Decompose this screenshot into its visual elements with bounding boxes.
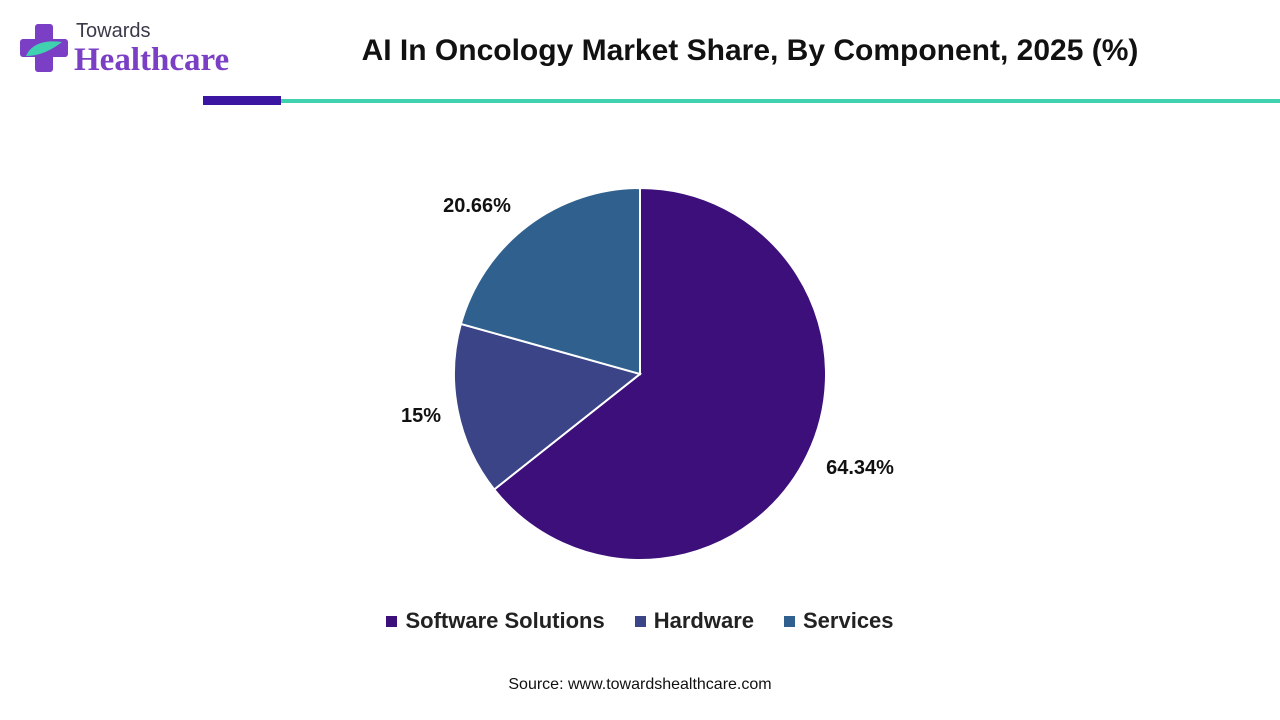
source-note: Source: www.towardshealthcare.com <box>508 676 772 693</box>
legend-item-hardware: Hardware <box>634 608 754 634</box>
legend-item-software-solutions: Software Solutions <box>386 608 605 634</box>
legend-swatch <box>784 615 795 627</box>
legend-label: Hardware <box>653 608 754 633</box>
pie-slice-hardware <box>453 322 643 491</box>
chart-title: AI In Oncology Market Share, By Componen… <box>361 34 1139 67</box>
pie-slice-services <box>459 186 641 376</box>
data-label-services: 20.66% <box>443 195 511 217</box>
logo: Towards Healthcare <box>18 18 248 88</box>
header-accent-bar <box>203 96 281 105</box>
pie-slice-software-solutions <box>492 186 827 561</box>
legend-label: Services <box>803 608 894 633</box>
legend-label: Software Solutions <box>405 608 605 633</box>
logo-text-healthcare: Healthcare <box>74 42 230 78</box>
legend-swatch <box>386 615 398 627</box>
legend: Software Solutions Hardware Services <box>0 608 1280 634</box>
data-label-software-solutions: 64.34% <box>826 457 894 479</box>
legend-item-services: Services <box>784 608 894 634</box>
medical-cross-icon <box>20 24 68 72</box>
header-divider-line <box>281 99 1280 103</box>
logo-text-towards: Towards <box>76 20 151 42</box>
pie-chart: 64.34% 15% 20.66% <box>401 186 894 561</box>
data-label-hardware: 15% <box>401 405 441 427</box>
legend-swatch <box>634 615 646 627</box>
